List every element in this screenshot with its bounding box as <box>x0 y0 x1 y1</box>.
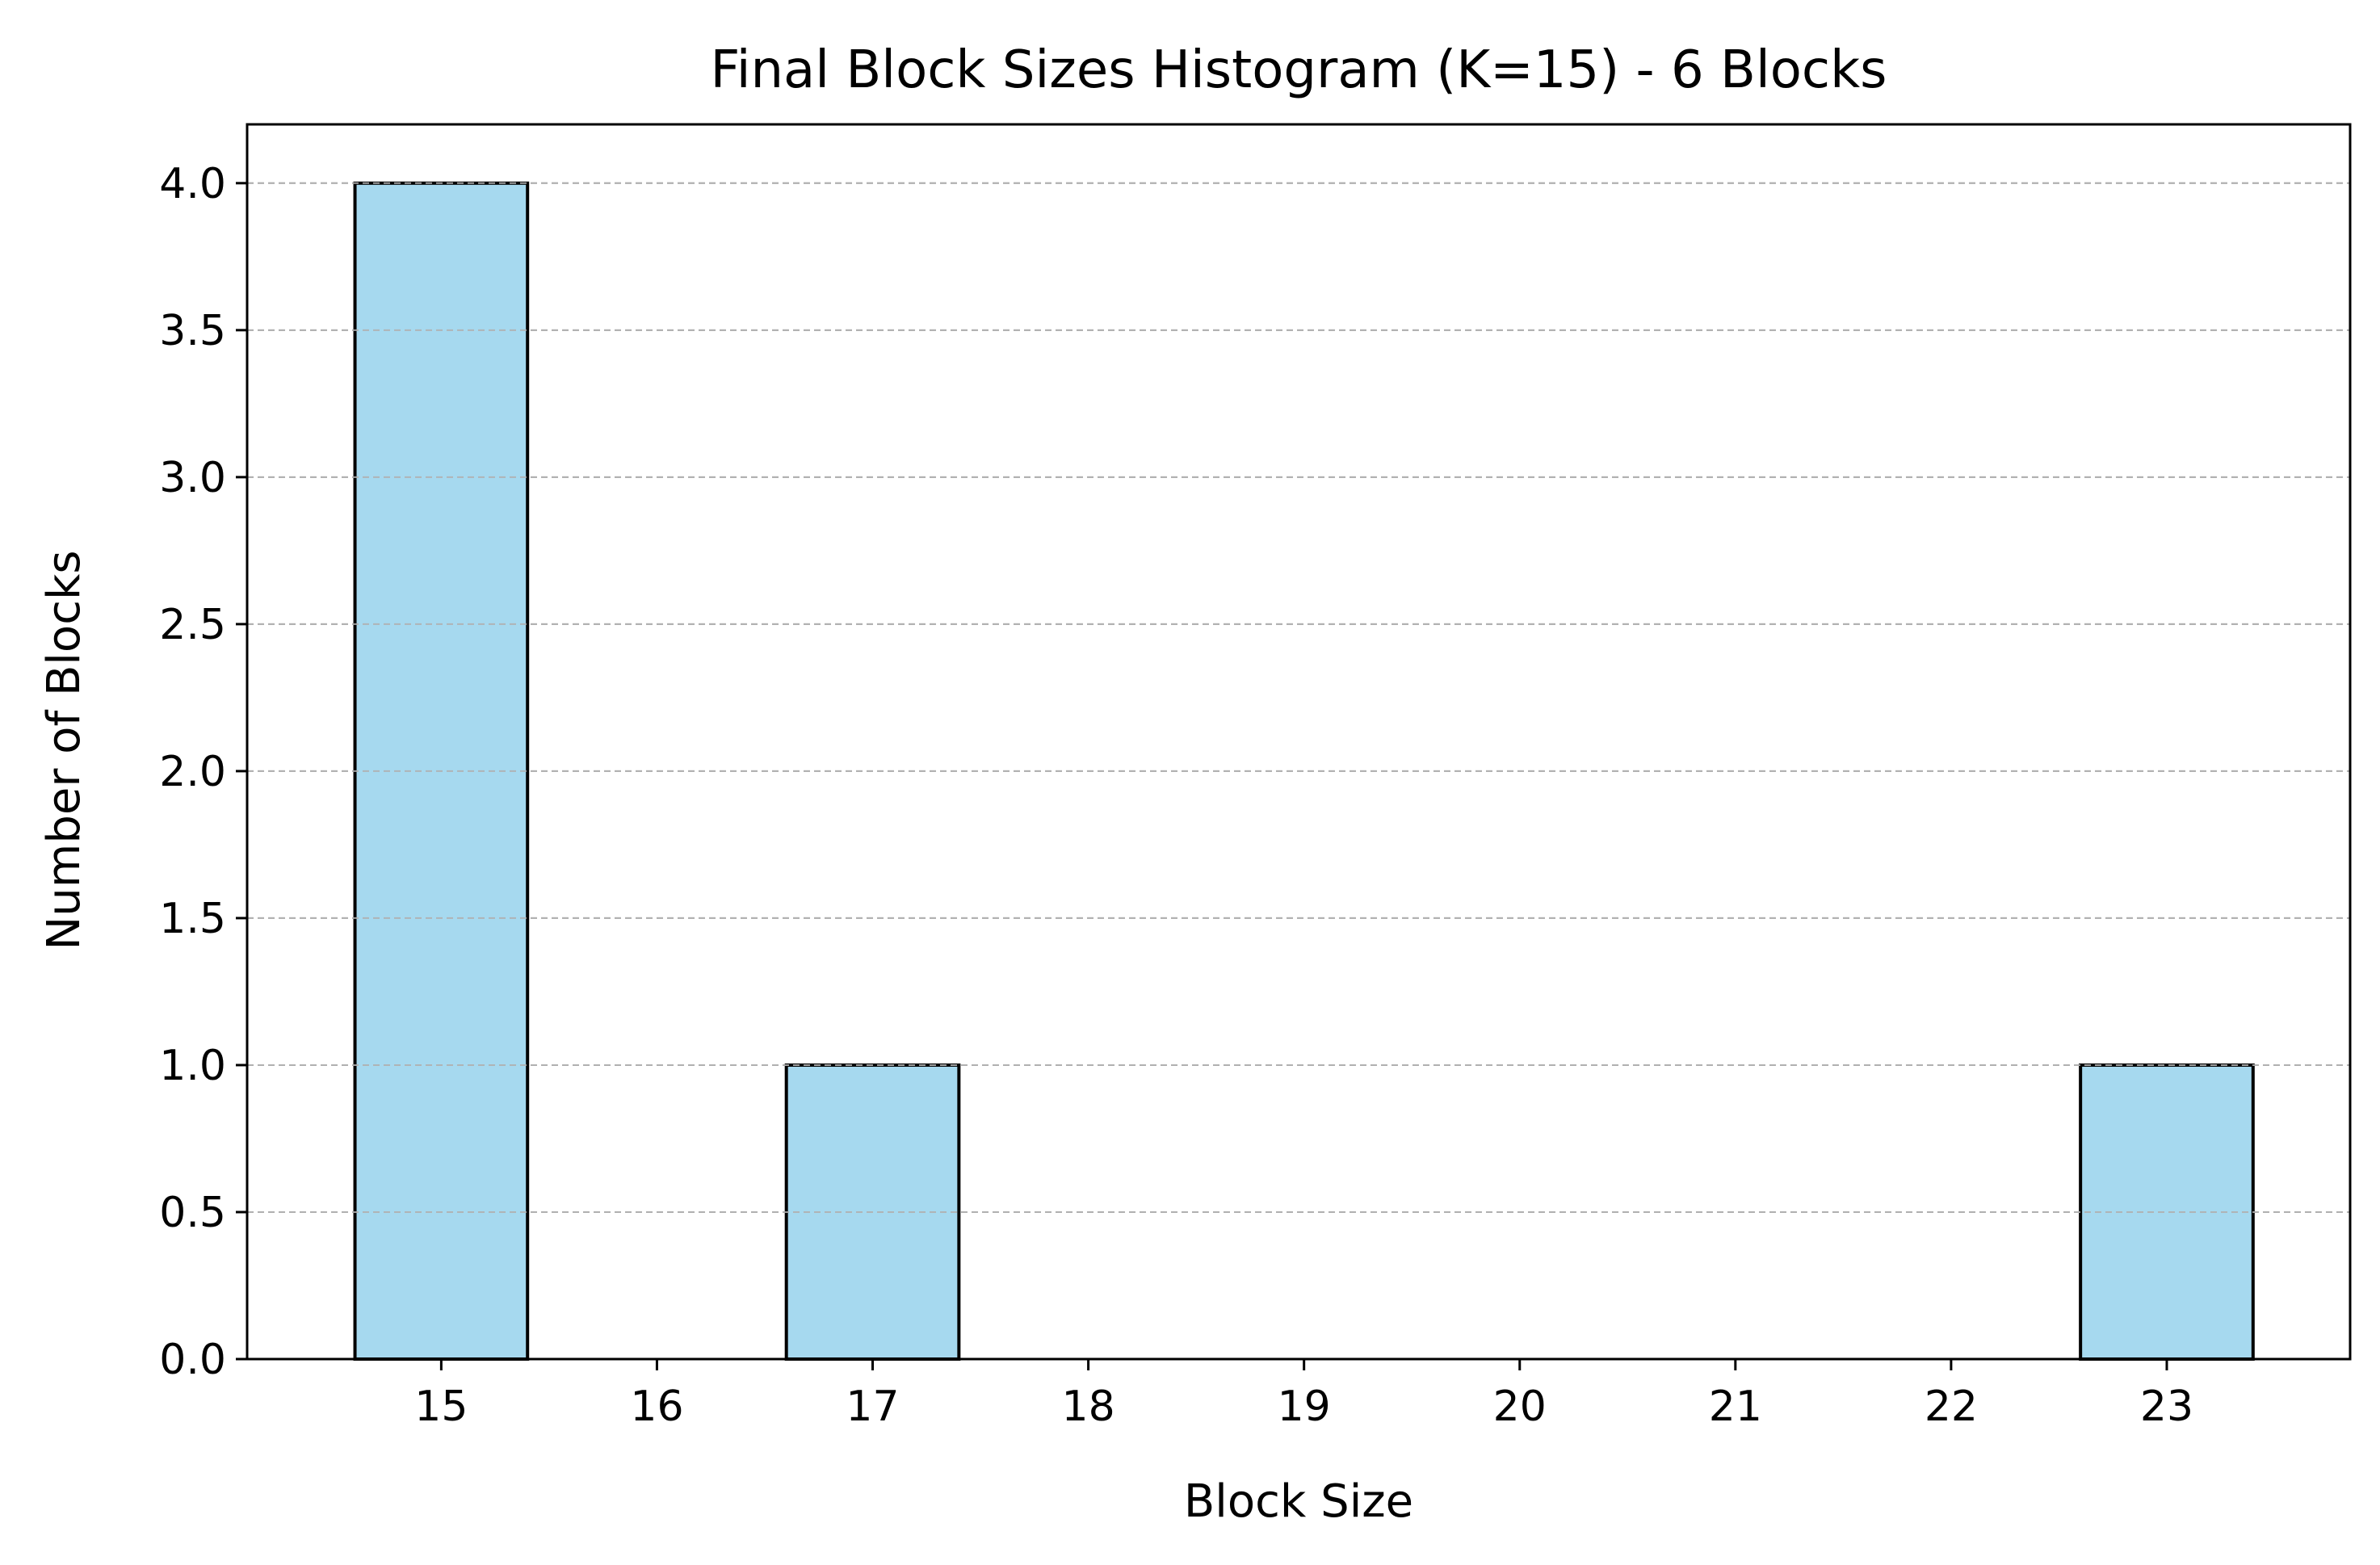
x-tick-label: 17 <box>846 1382 899 1431</box>
y-tick-label: 4.0 <box>159 160 226 208</box>
y-axis-label: Number of Blocks <box>38 550 90 950</box>
y-tick-label: 3.0 <box>159 454 226 502</box>
y-tick-label: 2.5 <box>159 601 226 649</box>
x-axis-ticks: 15 16 17 18 19 20 21 22 23 <box>414 1359 2193 1431</box>
y-tick-label: 1.5 <box>159 895 226 943</box>
y-tick-label: 1.0 <box>159 1042 226 1090</box>
y-tick-label: 0.5 <box>159 1189 226 1237</box>
x-tick-label: 19 <box>1278 1382 1331 1431</box>
y-tick-label: 2.0 <box>159 748 226 796</box>
x-tick-label: 22 <box>1925 1382 1978 1431</box>
y-tick-label: 0.0 <box>159 1336 226 1384</box>
x-tick-label: 23 <box>2140 1382 2193 1431</box>
x-tick-label: 18 <box>1062 1382 1115 1431</box>
y-tick-label: 3.5 <box>159 307 226 355</box>
y-axis-ticks: 0.0 0.5 1.0 1.5 2.0 2.5 3.0 3.5 4.0 <box>159 160 247 1384</box>
x-tick-label: 20 <box>1493 1382 1547 1431</box>
chart-title: Final Block Sizes Histogram (K=15) - 6 B… <box>711 40 1887 100</box>
x-tick-label: 21 <box>1709 1382 1762 1431</box>
x-tick-label: 15 <box>414 1382 468 1431</box>
axes-frame <box>246 123 2352 1361</box>
x-axis-label: Block Size <box>1184 1475 1413 1528</box>
x-tick-label: 16 <box>630 1382 683 1431</box>
